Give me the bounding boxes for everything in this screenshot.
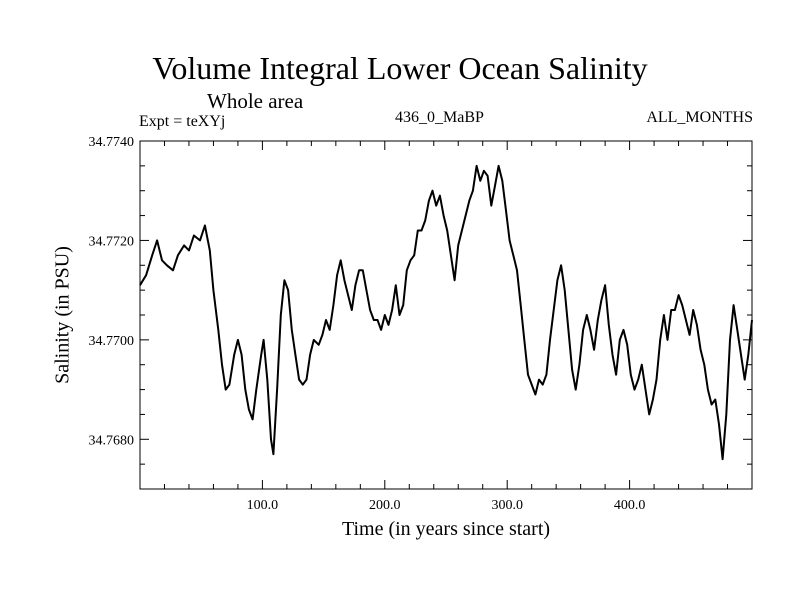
months-label: ALL_MONTHS: [646, 109, 753, 126]
chart-subtitle: Whole area: [207, 89, 304, 113]
y-tick-label: 34.7740: [89, 135, 135, 150]
axis-ticks: [140, 141, 752, 489]
x-axis-label: Time (in years since start): [341, 518, 551, 540]
plot-frame: [139, 140, 753, 490]
x-tick-label: 400.0: [614, 498, 646, 513]
y-tick-label: 34.7700: [89, 334, 135, 349]
x-tick-label: 100.0: [247, 498, 279, 513]
chart-title: Volume Integral Lower Ocean Salinity: [152, 50, 648, 86]
period-label: 436_0_MaBP: [395, 109, 484, 126]
salinity-series-line: [139, 164, 753, 461]
x-tick-label: 200.0: [369, 498, 401, 513]
axis-tick-labels: 100.0 200.0 300.0 400.0 34.7680 34.7700 34.772…: [89, 135, 646, 513]
y-tick-label: 34.7680: [89, 433, 135, 448]
x-tick-label: 300.0: [491, 498, 523, 513]
y-tick-label: 34.7720: [89, 234, 135, 249]
experiment-label: Expt = teXYj: [139, 113, 226, 130]
